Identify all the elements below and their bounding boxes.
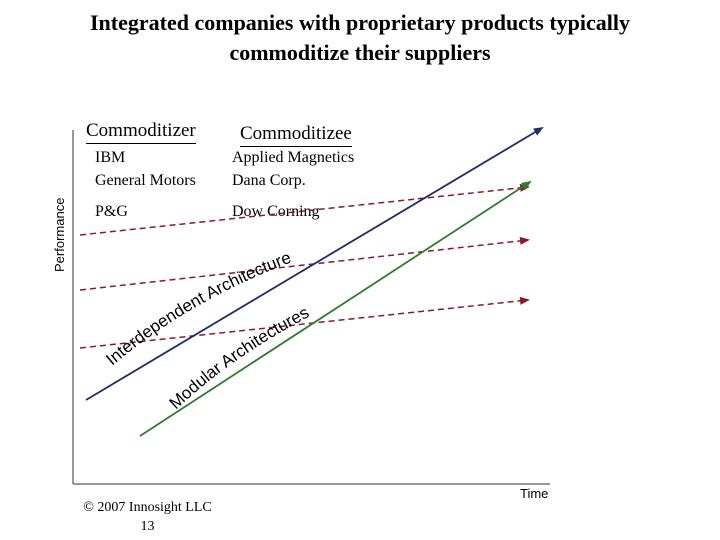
x-axis-label: Time bbox=[520, 486, 549, 501]
copyright-text: © 2007 Innosight LLC bbox=[83, 500, 212, 515]
modular-architectures-label: Modular Architectures bbox=[166, 303, 312, 413]
dashed-trajectory-1 bbox=[79, 183, 530, 236]
dashed-trajectory-2 bbox=[79, 236, 530, 291]
commoditizee-company-2: Dana Corp. bbox=[232, 172, 306, 189]
interdependent-architectures-label: Interdependent Architectures bbox=[0, 0, 294, 369]
y-axis-label: Performance bbox=[52, 197, 67, 272]
commoditizer-company-3: P&G bbox=[95, 203, 128, 220]
page-number: 13 bbox=[140, 519, 155, 534]
title-line-2: commoditize their suppliers bbox=[229, 40, 491, 65]
commoditizer-company-2: General Motors bbox=[95, 172, 196, 189]
commoditizee-company-1: Applied Magnetics bbox=[232, 149, 355, 166]
dashed-trajectory-3 bbox=[79, 296, 530, 349]
interdependent-trajectory bbox=[85, 126, 544, 401]
commoditizer-company-1: IBM bbox=[95, 149, 126, 166]
title-line-1: Integrated companies with proprietary pr… bbox=[90, 10, 630, 35]
modular-trajectory bbox=[139, 180, 532, 437]
slide-footer: © 2007 Innosight LLC 13 bbox=[60, 498, 235, 536]
slide-title: Integrated companies with proprietary pr… bbox=[0, 8, 720, 68]
commoditizee-header: Commoditizee bbox=[240, 123, 352, 147]
commoditizer-header: Commoditizer bbox=[86, 120, 196, 144]
